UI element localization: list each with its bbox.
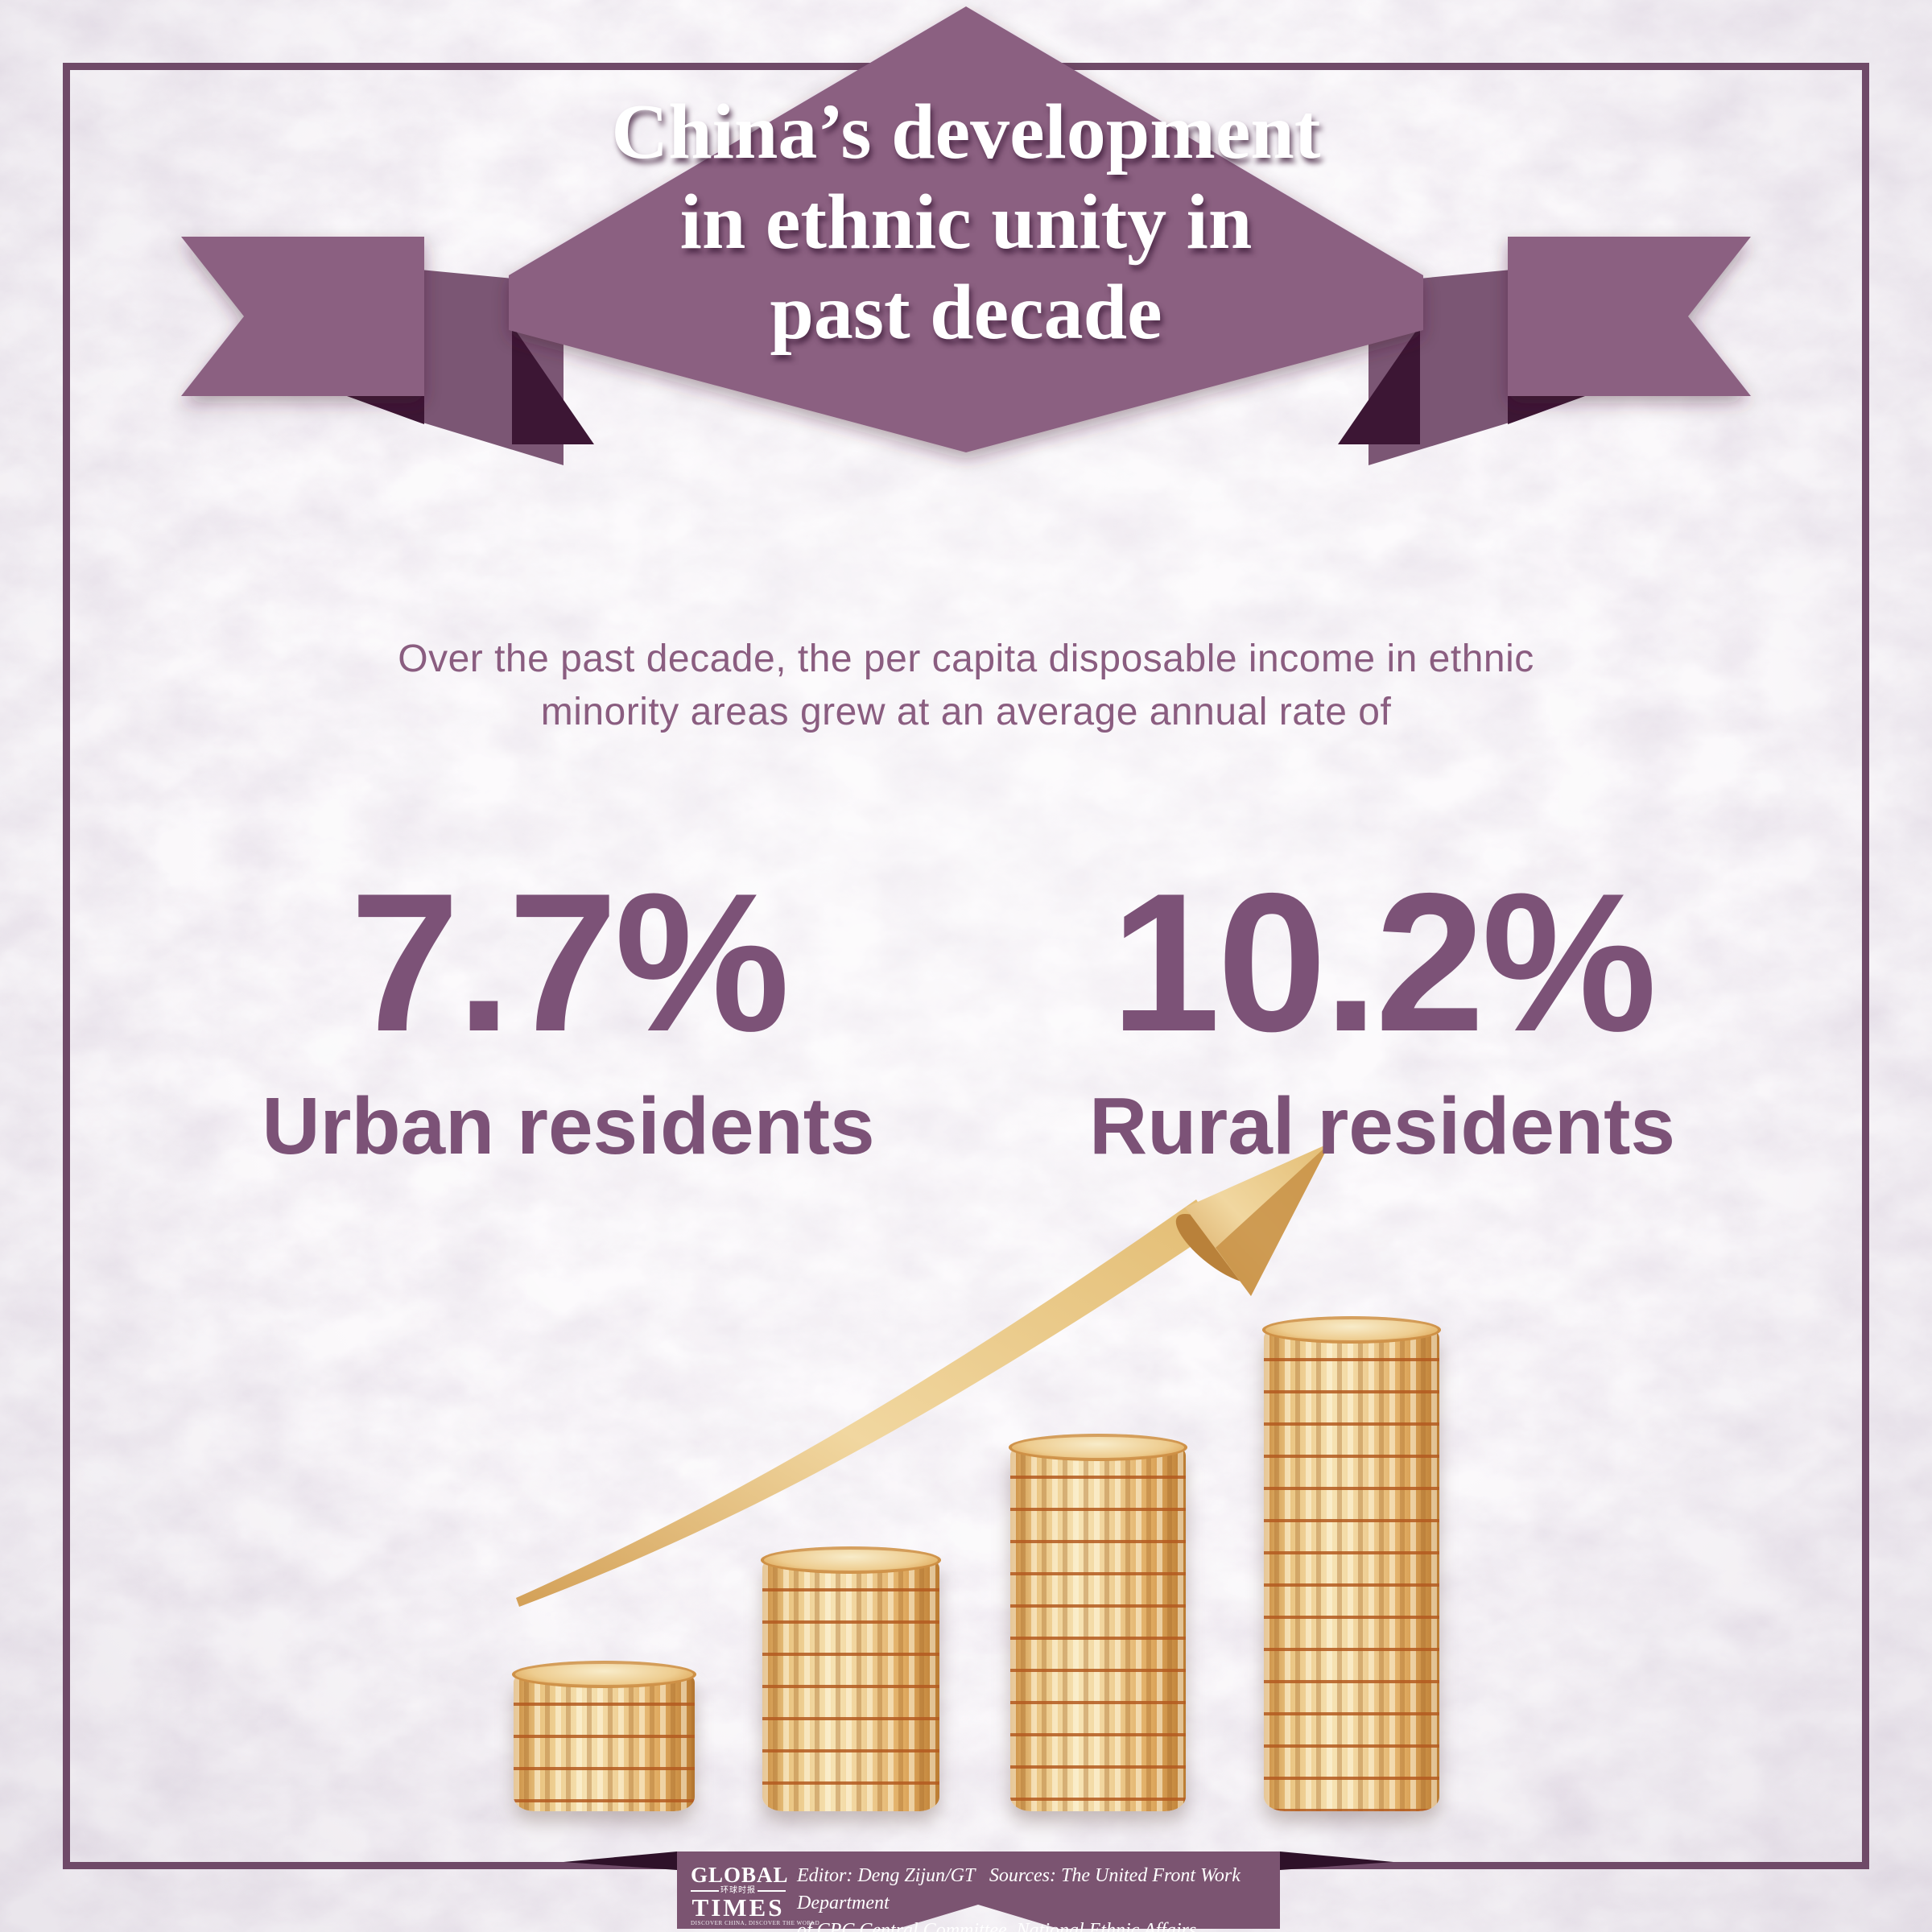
logo-global-text: GLOBAL — [691, 1863, 789, 1887]
coin-stack-2 — [761, 1546, 941, 1811]
intro-line-1: Over the past decade, the per capita dis… — [398, 638, 1534, 680]
page-title-line-3: past decade — [770, 269, 1162, 356]
title-ribbon-banner — [181, 6, 1751, 465]
stat-urban-label: Urban residents — [262, 1081, 875, 1171]
page-title-line-1: China’s development — [611, 89, 1321, 175]
logo-tagline: DISCOVER CHINA, DISCOVER THE WORLD — [691, 1920, 820, 1926]
ribbon-left-fold — [338, 393, 424, 424]
logo-times-text: TIMES — [691, 1893, 785, 1922]
intro-paragraph: Over the past decade, the per capita dis… — [242, 633, 1690, 739]
footer-ribbon — [564, 1852, 1393, 1929]
footer-credits: Editor: Deng Zijun/GT Sources: The Unite… — [797, 1862, 1280, 1932]
credits-line-1: Editor: Deng Zijun/GT Sources: The Unite… — [797, 1865, 1241, 1913]
credits-line-2: of CPC Central Committee, National Ethni… — [797, 1920, 1197, 1932]
ribbon-left-tail-group — [181, 237, 594, 465]
ribbon-right-tail — [1508, 237, 1751, 396]
stat-urban: 7.7% Urban residents — [166, 861, 971, 1170]
page-title-line-2: in ethnic unity in — [679, 179, 1253, 266]
global-times-logo: GLOBAL 环球时报 TIMES DISCOVER CHINA, DISCOV… — [691, 1863, 820, 1927]
stat-rural-label: Rural residents — [1088, 1081, 1676, 1171]
logo-chinese-text: 环球时报 — [720, 1886, 756, 1895]
ribbon-left-tail — [181, 237, 424, 396]
coin-stack-4 — [1262, 1316, 1441, 1811]
stat-urban-value: 7.7% — [349, 852, 790, 1072]
ribbon-center-shield — [509, 6, 1423, 452]
ribbon-right-tail-group — [1338, 237, 1751, 465]
logo-divider-rule: 环球时报 — [691, 1887, 786, 1895]
coin-stack-1 — [512, 1661, 696, 1811]
stat-rural: 10.2% Rural residents — [976, 861, 1789, 1170]
stat-rural-value: 10.2% — [1110, 852, 1657, 1072]
footer-fold-right — [1280, 1852, 1393, 1870]
footer-ribbon-body — [677, 1852, 1280, 1929]
ribbon-left-inner-fold — [512, 325, 594, 444]
page-title: China’s development in ethnic unity in p… — [362, 87, 1570, 357]
ribbon-right-inner-fold — [1338, 325, 1420, 444]
intro-line-2: minority areas grew at an average annual… — [540, 691, 1392, 733]
ribbon-right-fold — [1508, 393, 1594, 424]
footer-fold-left — [564, 1852, 677, 1870]
coin-stack-3 — [1009, 1434, 1187, 1811]
